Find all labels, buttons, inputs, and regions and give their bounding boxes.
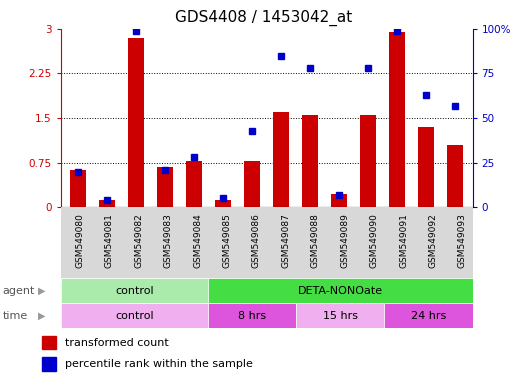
Bar (215, 200, 231, 207)
Bar (208, 303, 296, 328)
Text: agent: agent (3, 286, 35, 296)
Text: ▶: ▶ (38, 311, 45, 321)
Bar (273, 112, 289, 207)
Bar (99, 200, 115, 207)
Text: GSM549080: GSM549080 (76, 213, 84, 268)
Bar (296, 303, 384, 328)
Bar (208, 278, 473, 303)
Text: GSM549087: GSM549087 (281, 213, 290, 268)
Bar (157, 167, 173, 207)
Text: 8 hrs: 8 hrs (238, 311, 266, 321)
Bar (42, 357, 56, 371)
Text: GSM549086: GSM549086 (252, 213, 261, 268)
Bar (186, 161, 202, 207)
Text: GDS4408 / 1453042_at: GDS4408 / 1453042_at (175, 10, 353, 26)
Text: 24 hrs: 24 hrs (411, 311, 446, 321)
Text: GSM549085: GSM549085 (222, 213, 231, 268)
Text: DETA-NONOate: DETA-NONOate (298, 286, 383, 296)
Text: GSM549084: GSM549084 (193, 213, 202, 268)
Text: ▶: ▶ (38, 286, 45, 296)
Text: transformed count: transformed count (65, 338, 168, 348)
Bar (61, 278, 208, 303)
Text: GSM549082: GSM549082 (134, 213, 143, 268)
Bar (244, 161, 260, 207)
Bar (128, 38, 144, 207)
Text: GSM549092: GSM549092 (428, 213, 437, 268)
Text: GSM549091: GSM549091 (399, 213, 408, 268)
Text: GSM549089: GSM549089 (340, 213, 349, 268)
Text: 15 hrs: 15 hrs (323, 311, 357, 321)
Text: control: control (115, 286, 154, 296)
Text: control: control (115, 311, 154, 321)
Text: percentile rank within the sample: percentile rank within the sample (65, 359, 252, 369)
Bar (42, 336, 56, 349)
Bar (384, 303, 473, 328)
Text: GSM549090: GSM549090 (370, 213, 379, 268)
Bar (418, 127, 434, 207)
Bar (331, 194, 347, 207)
Bar (302, 115, 318, 207)
Text: time: time (3, 311, 28, 321)
Bar (70, 170, 86, 207)
Bar (360, 115, 376, 207)
Bar (61, 303, 208, 328)
Text: GSM549083: GSM549083 (164, 213, 173, 268)
Text: GSM549081: GSM549081 (105, 213, 114, 268)
Text: GSM549093: GSM549093 (458, 213, 467, 268)
Text: GSM549088: GSM549088 (311, 213, 320, 268)
Bar (389, 32, 405, 207)
Bar (447, 145, 463, 207)
